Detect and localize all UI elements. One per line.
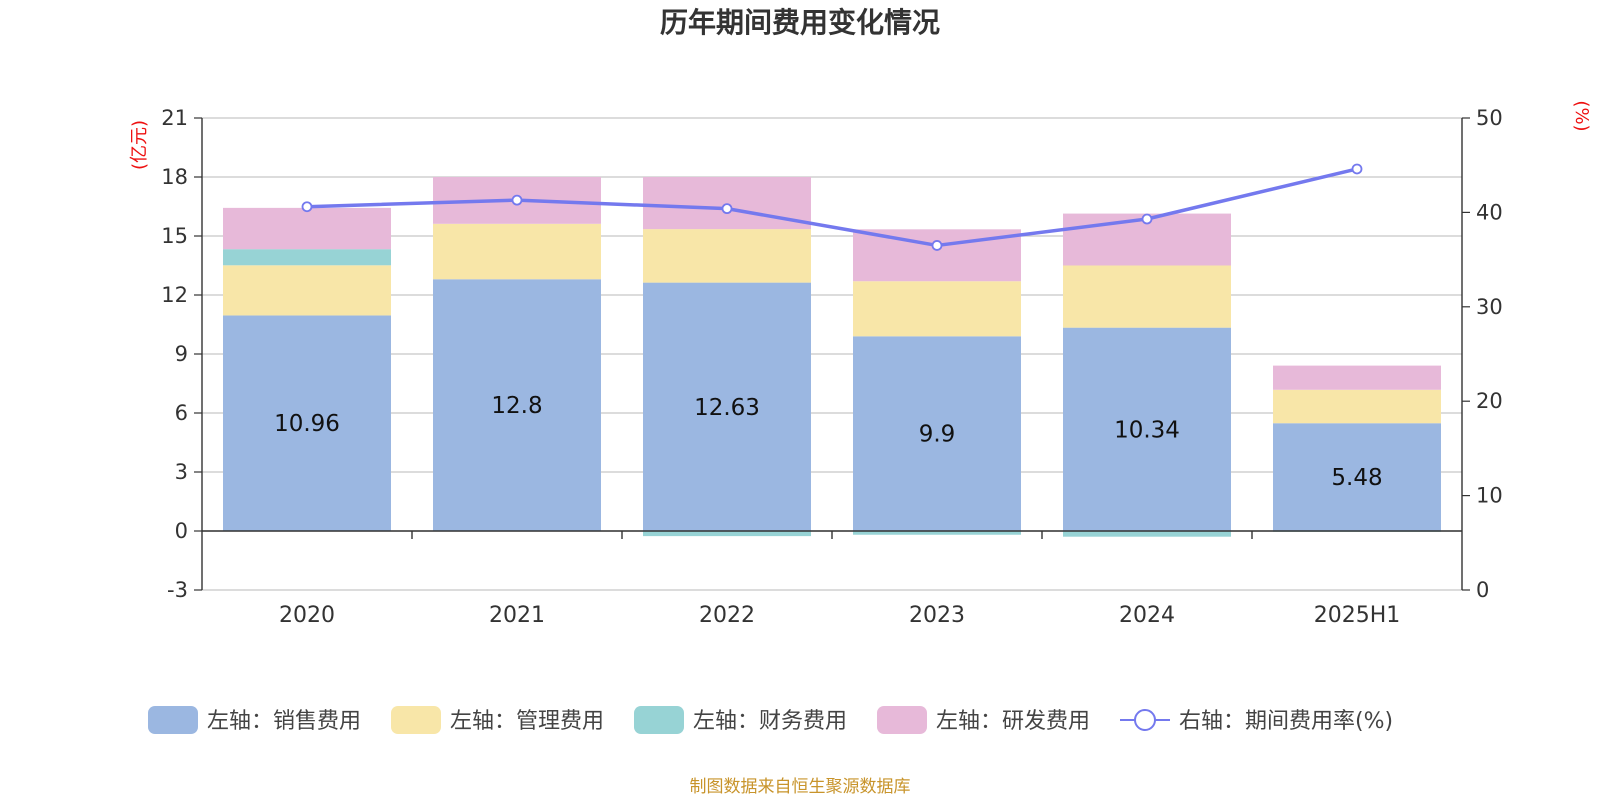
category-label: 2023 — [909, 603, 965, 628]
legend: 左轴：销售费用 左轴：管理费用 左轴：财务费用 左轴：研发费用 右轴：期间费用率(%) — [148, 706, 1393, 734]
bar-segment — [643, 229, 811, 283]
bar-value-label: 5.48 — [1331, 465, 1382, 491]
category-label: 2020 — [279, 603, 335, 628]
bar-value-label: 9.9 — [919, 422, 956, 448]
bar-value-label: 12.8 — [491, 393, 542, 419]
left-axis-tick-label: 15 — [161, 224, 188, 248]
bar-segment — [1063, 265, 1231, 328]
bar-segment — [223, 315, 391, 531]
right-axis-tick-label: 20 — [1476, 389, 1503, 413]
bar-value-label: 12.63 — [694, 395, 760, 421]
expense-rate-point — [931, 240, 943, 251]
legend-label: 左轴：管理费用 — [450, 709, 604, 734]
expense-rate-point — [1351, 163, 1363, 175]
bar-segment — [223, 249, 391, 266]
bar-segment — [643, 531, 811, 537]
legend-label: 左轴：财务费用 — [693, 709, 847, 734]
left-axis-tick-label: 9 — [175, 342, 188, 366]
bar-segment — [643, 282, 811, 531]
right-axis-tick-label: 30 — [1476, 295, 1503, 319]
legend-label: 左轴：销售费用 — [207, 709, 361, 734]
legend-swatch — [877, 706, 927, 734]
bar-segment — [433, 223, 601, 280]
left-axis-tick-label: 3 — [175, 460, 188, 484]
legend-label: 右轴：期间费用率(%) — [1179, 709, 1393, 734]
axes: -3 0 3 6 9 12 15 18 21 0 10 20 30 40 50 2020 2021 2022 202… — [161, 106, 1502, 628]
left-axis-tick-label: 12 — [161, 283, 188, 307]
bar-segment — [1063, 531, 1231, 537]
bar-data-labels: 10.96 12.8 12.63 9.9 10.34 5.48 — [274, 393, 1383, 491]
expense-rate-point — [301, 201, 313, 213]
legend-marker-swatch — [1134, 709, 1156, 731]
expense-rate-point — [511, 194, 523, 206]
expense-rate-line — [301, 163, 1363, 251]
bar-segment — [643, 177, 811, 230]
left-axis-unit: (亿元) — [129, 120, 150, 170]
expense-rate-point — [1141, 213, 1153, 225]
expense-rate-point — [721, 203, 733, 215]
bars — [223, 177, 1441, 537]
bar-segment — [1273, 389, 1441, 424]
bar-segment — [223, 265, 391, 316]
right-axis-tick-label: 50 — [1476, 106, 1503, 130]
bar-segment — [853, 281, 1021, 337]
bar-value-label: 10.34 — [1114, 417, 1180, 443]
data-source-note: 制图数据来自恒生聚源数据库 — [690, 777, 911, 797]
left-axis-tick-label: 18 — [161, 165, 188, 189]
right-axis-unit: (%) — [1571, 100, 1592, 131]
bar-segment — [853, 531, 1021, 535]
legend-swatch — [148, 706, 198, 734]
right-axis-tick-label: 10 — [1476, 484, 1503, 508]
bar-segment — [1273, 365, 1441, 390]
right-axis-tick-label: 0 — [1476, 578, 1489, 602]
legend-swatch — [634, 706, 684, 734]
bar-segment — [853, 336, 1021, 531]
left-axis-tick-label: 0 — [175, 519, 188, 543]
bar-value-label: 10.96 — [274, 411, 340, 437]
chart-title: 历年期间费用变化情况 — [660, 6, 940, 39]
category-label: 2022 — [699, 603, 755, 628]
legend-label: 左轴：研发费用 — [936, 709, 1090, 734]
bar-segment — [1273, 423, 1441, 531]
left-axis-tick-label: 21 — [161, 106, 188, 130]
legend-swatch — [391, 706, 441, 734]
left-axis-tick-label: 6 — [175, 401, 188, 425]
expense-rate-polyline — [306, 167, 1358, 248]
bar-segment — [223, 207, 391, 250]
category-label: 2024 — [1119, 603, 1175, 628]
left-axis-tick-label: -3 — [167, 578, 188, 602]
right-axis-tick-label: 40 — [1476, 200, 1503, 224]
bar-segment — [1063, 327, 1231, 531]
category-label: 2025H1 — [1314, 603, 1401, 628]
bar-segment — [433, 279, 601, 531]
category-label: 2021 — [489, 603, 545, 628]
